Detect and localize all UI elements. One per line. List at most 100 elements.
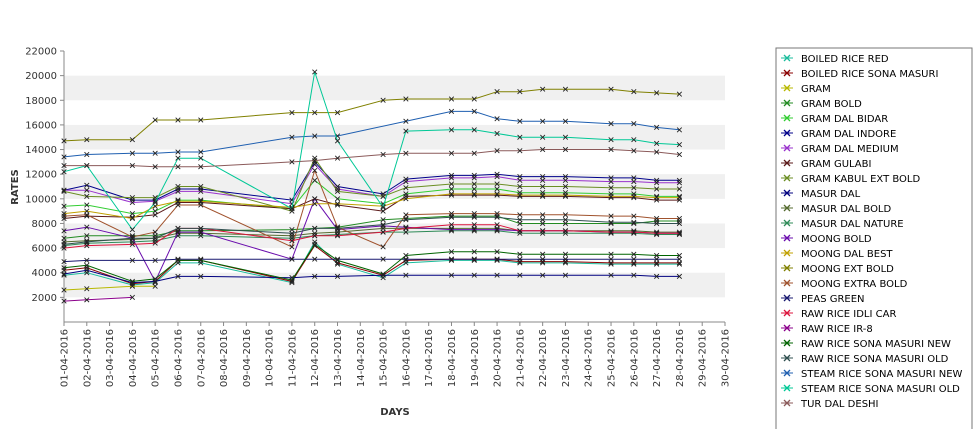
data-point [540, 86, 546, 92]
x-tick-label: 11-04-2016 [287, 329, 298, 387]
data-point [61, 241, 67, 248]
data-point [334, 188, 341, 195]
grid-band [64, 272, 725, 298]
series-line [63, 296, 133, 302]
legend-label: GRAM GULABI [801, 159, 871, 170]
data-point [517, 228, 523, 234]
data-point [129, 257, 135, 264]
legend-item: PEAS GREEN [781, 294, 865, 305]
data-point [448, 226, 455, 233]
x-tick-label: 15-04-2016 [379, 329, 390, 387]
data-point [676, 186, 683, 192]
data-point [608, 185, 614, 191]
legend-item: GRAM [781, 84, 831, 95]
data-point [608, 178, 614, 185]
data-point [403, 185, 409, 191]
data-point [61, 162, 67, 169]
legend-label: GRAM DAL INDORE [801, 129, 896, 140]
data-point [471, 191, 477, 197]
data-point [289, 238, 295, 244]
data-point [471, 181, 477, 187]
data-point [334, 273, 341, 280]
data-point [312, 196, 318, 202]
data-point [608, 251, 614, 257]
data-point [676, 252, 683, 259]
data-point [562, 228, 569, 234]
data-point [448, 127, 455, 133]
data-point [494, 89, 500, 95]
data-point [152, 240, 158, 246]
series [61, 222, 683, 251]
data-point [61, 213, 67, 219]
data-point [631, 193, 637, 199]
data-point [540, 228, 546, 234]
legend-item: MOONG EXT BOLD [781, 264, 894, 275]
data-point [61, 154, 67, 160]
data-point [494, 222, 500, 228]
legend-label: MOONG BOLD [801, 234, 872, 245]
legend-item: GRAM DAL BIDAR [781, 114, 888, 125]
x-tick-label: 17-04-2016 [424, 329, 435, 387]
series [61, 177, 683, 217]
data-point [608, 229, 614, 235]
data-point [517, 183, 523, 190]
data-point [84, 151, 90, 158]
legend-item: STEAM RICE SONA MASURI NEW [781, 369, 963, 380]
x-tick-label: 30-04-2016 [721, 329, 732, 387]
legend-label: MOONG EXT BOLD [801, 264, 894, 275]
data-point [654, 215, 660, 222]
legend-item: RAW RICE IR-8 [781, 324, 873, 335]
data-point [129, 215, 135, 222]
data-point [562, 134, 569, 140]
data-point [448, 214, 455, 220]
x-tick-label: 06-04-2016 [173, 329, 184, 387]
data-point [380, 151, 386, 158]
data-point [517, 89, 523, 95]
data-point [448, 186, 455, 192]
data-point [654, 220, 660, 227]
y-axis-ticks: 2000 4000 6000 8000 10000 12000 14000 16000 1800… [25, 47, 64, 304]
x-tick-label: 12-04-2016 [310, 329, 321, 387]
data-point [152, 212, 158, 218]
legend-label: GRAM KABUL EXT BOLD [801, 174, 920, 185]
data-point [175, 155, 181, 161]
data-point [676, 141, 683, 148]
data-point [631, 213, 637, 219]
data-point [334, 233, 341, 239]
series [61, 214, 683, 248]
x-tick-label: 13-04-2016 [333, 329, 344, 387]
legend-label: GRAM [801, 84, 831, 95]
data-point [608, 86, 614, 92]
data-point [152, 235, 158, 241]
grid-band [64, 223, 725, 249]
data-point [289, 244, 295, 250]
x-axis-ticks: 01-04-2016 02-04-2016 03-04-2016 04-04-2016… [60, 322, 732, 387]
data-point [631, 185, 637, 191]
x-tick-label: 23-04-2016 [561, 329, 572, 387]
data-point [84, 224, 90, 230]
data-point [198, 188, 204, 195]
legend-item: MOONG DAL BEST [781, 249, 893, 260]
y-tick-label: 8000 [32, 219, 57, 230]
data-point [152, 229, 158, 235]
legend-item: GRAM KABUL EXT BOLD [781, 174, 920, 185]
data-point [676, 273, 683, 280]
data-point [517, 192, 523, 198]
grid-band [64, 124, 725, 150]
data-point [631, 229, 637, 235]
y-tick-label: 2000 [32, 293, 57, 304]
legend-item: RAW RICE SONA MASURI NEW [781, 339, 951, 350]
data-point [380, 256, 386, 262]
data-point [654, 273, 660, 280]
data-point [471, 96, 477, 102]
data-point [403, 252, 409, 259]
data-point [403, 118, 409, 124]
x-tick-label: 28-04-2016 [675, 329, 686, 387]
legend-item: BOILED RICE RED [781, 54, 889, 65]
data-point [198, 183, 204, 190]
legend-label: BOILED RICE SONA MASURI [801, 69, 938, 80]
data-point [448, 222, 455, 228]
legend-label: GRAM DAL MEDIUM [801, 144, 899, 155]
data-point [471, 256, 477, 262]
legend-item: GRAM GULABI [781, 159, 871, 170]
